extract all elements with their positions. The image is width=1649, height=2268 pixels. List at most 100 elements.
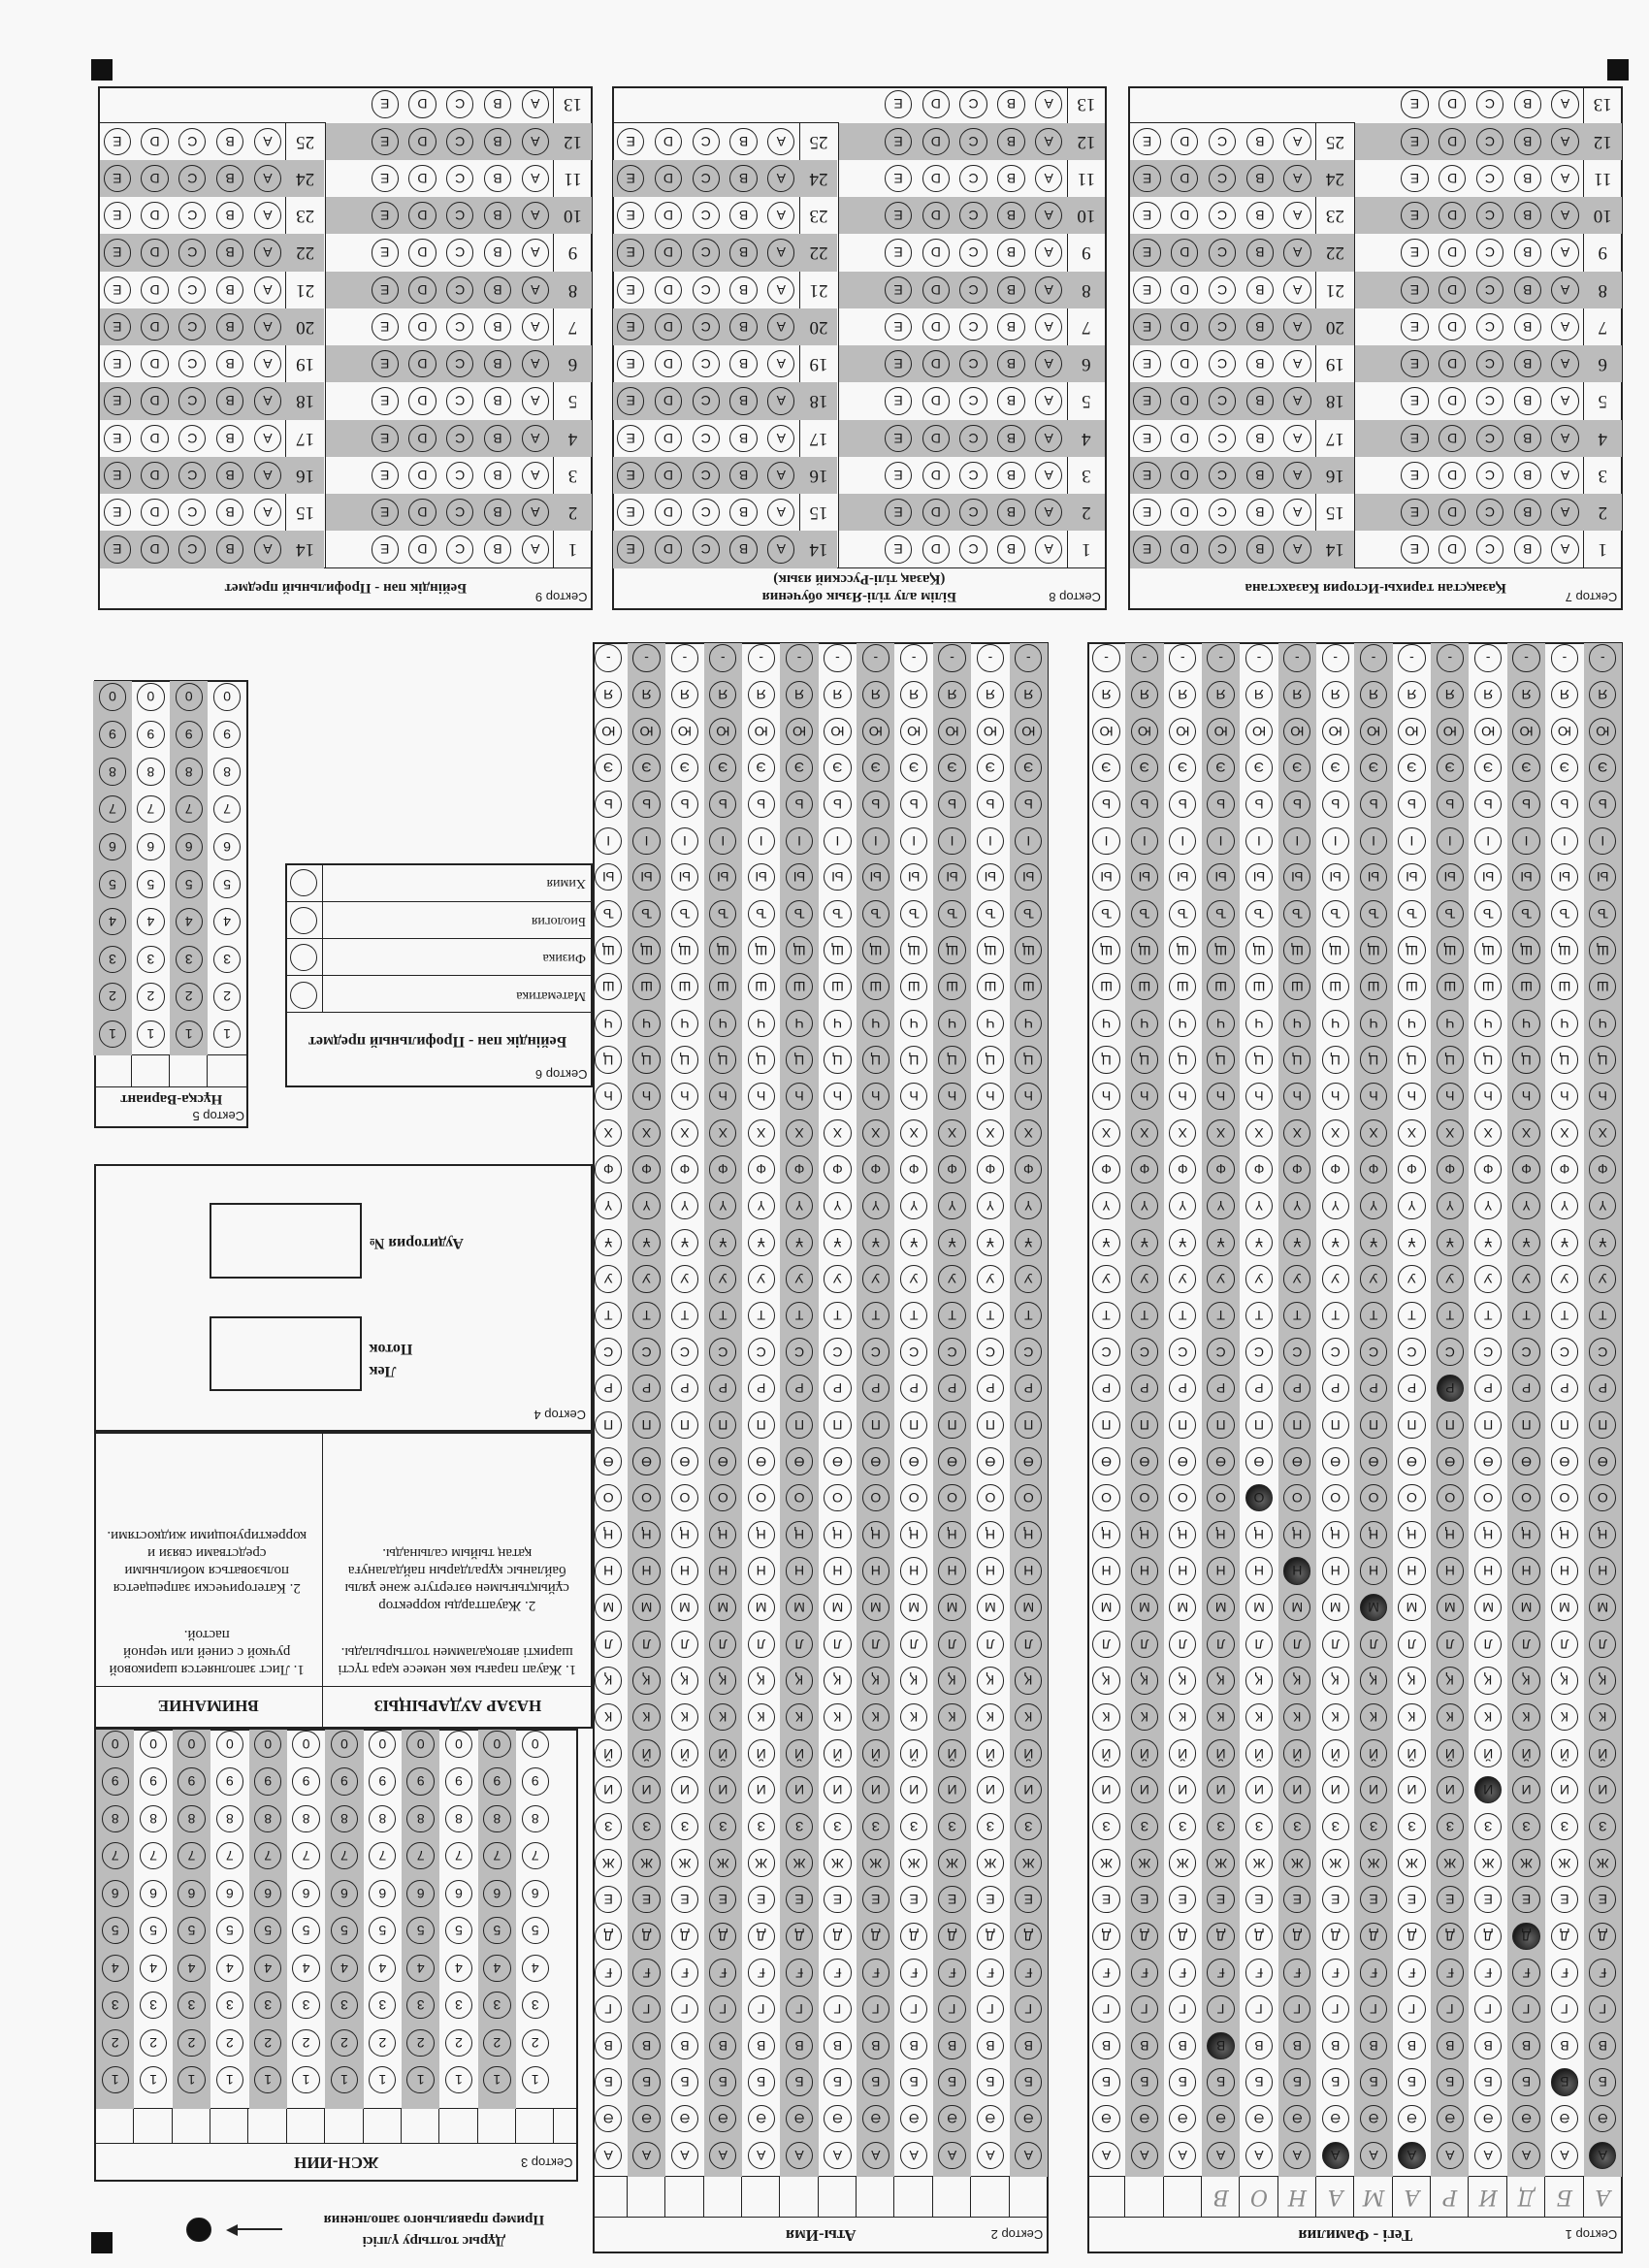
bubble: І (595, 826, 623, 855)
bubble: 3 (292, 1992, 320, 2020)
bubble: Қ (1283, 1667, 1311, 1695)
bubble: C (178, 535, 207, 564)
bubble: Э (1589, 754, 1617, 782)
bubble: 5 (137, 870, 165, 898)
bubble: Ъ (1207, 899, 1235, 928)
bubble: Ю (1550, 717, 1579, 745)
bubble: О (1207, 1484, 1235, 1512)
bubble: 4 (215, 1954, 243, 1982)
bubble: D (408, 127, 436, 155)
bubble: Д (861, 1922, 889, 1951)
bubble: С (1550, 1338, 1579, 1366)
rule (438, 2108, 440, 2144)
bubble: П (1321, 1410, 1349, 1440)
bubble: С (1321, 1338, 1349, 1366)
bubble: К (632, 1702, 661, 1732)
bubble: D (408, 387, 436, 415)
bubble: Ю (938, 717, 966, 745)
bubble: Ш (1512, 973, 1540, 1001)
bubble: 2 (212, 983, 242, 1011)
bubble: Я (824, 680, 852, 709)
arrow-line (231, 2228, 282, 2231)
bubble: Ф (824, 1155, 852, 1183)
bubble: A (1034, 239, 1063, 267)
bubble: A (1551, 275, 1579, 304)
bubble: Й (1130, 1739, 1159, 1767)
bubble: E (1133, 387, 1161, 415)
question-number: 17 (296, 428, 315, 449)
bubble: C (1208, 535, 1237, 564)
bubble: Ә (747, 2104, 775, 2133)
bubble: A (1283, 535, 1311, 564)
bubble: C (446, 535, 474, 564)
bubble: М (861, 1593, 889, 1622)
bubble: B (729, 461, 758, 490)
rule (400, 2108, 402, 2144)
bubble: C (178, 239, 207, 267)
bubble: Е (1398, 1886, 1426, 1914)
bubble: З (938, 1812, 966, 1841)
bubble: У (1015, 1265, 1043, 1293)
bubble: 8 (444, 1804, 473, 1832)
bubble: К (938, 1702, 966, 1732)
question-number: 20 (1325, 316, 1344, 338)
bubble: Э (1398, 754, 1426, 782)
bubble: D (654, 239, 683, 267)
bubble: B (483, 90, 512, 118)
bubble: В (1321, 2031, 1349, 2059)
bubble: П (1436, 1410, 1464, 1440)
bubble: З (670, 1812, 699, 1841)
subject-bubble (290, 981, 318, 1009)
bubble: 6 (444, 1879, 473, 1907)
bubble: С (824, 1338, 852, 1366)
bubble: 9 (292, 1767, 320, 1796)
bubble: Ұ (1436, 1228, 1464, 1256)
question-number: 16 (1325, 465, 1344, 486)
bubble: П (938, 1410, 966, 1440)
bubble: М (1398, 1593, 1426, 1622)
bubble: B (997, 127, 1025, 155)
bubble: Э (938, 754, 966, 782)
bubble: B (729, 424, 758, 452)
bubble: B (729, 535, 758, 564)
bubble: Ф (1283, 1155, 1311, 1183)
bubble: К (1092, 1702, 1120, 1732)
bubble: Ұ (938, 1228, 966, 1256)
bubble: У (1130, 1265, 1159, 1293)
bubble: C (692, 535, 720, 564)
bubble: У (1283, 1265, 1311, 1293)
bubble: 3 (137, 945, 165, 973)
bubble: B (1513, 239, 1541, 267)
bubble: - (1092, 644, 1120, 672)
bubble: Х (1092, 1118, 1120, 1147)
bubble: З (1550, 1812, 1579, 1841)
bubble: Л (900, 1630, 928, 1658)
bubble: Ө (1169, 1447, 1197, 1475)
bubble: Щ (1550, 936, 1579, 964)
bubble: В (976, 2031, 1005, 2059)
bubble: C (959, 424, 987, 452)
bubble: - (709, 644, 737, 672)
bubble: 8 (215, 1804, 243, 1832)
bubble: З (1130, 1812, 1159, 1841)
bubble: Ә (1512, 2104, 1540, 2133)
bubble: К (1398, 1702, 1426, 1732)
bubble: A (253, 424, 282, 452)
bubble: E (1401, 164, 1429, 193)
bubble: D (408, 202, 436, 230)
question-number: 5 (1082, 391, 1091, 412)
bubble: - (1474, 644, 1503, 672)
bubble: Л (1321, 1630, 1349, 1658)
question-number: 6 (1082, 354, 1091, 375)
rule (130, 1055, 132, 1088)
bubble: К (861, 1702, 889, 1732)
bubble: E (617, 127, 645, 155)
bubble: Н (1359, 1557, 1388, 1585)
bubble: Ъ (938, 899, 966, 928)
bubble: Ш (747, 973, 775, 1001)
bubble: Я (1092, 680, 1120, 709)
bubble: Щ (1474, 936, 1503, 964)
bubble: - (632, 644, 661, 672)
bubble: У (1589, 1265, 1617, 1293)
bubble: Ч (1207, 1009, 1235, 1038)
